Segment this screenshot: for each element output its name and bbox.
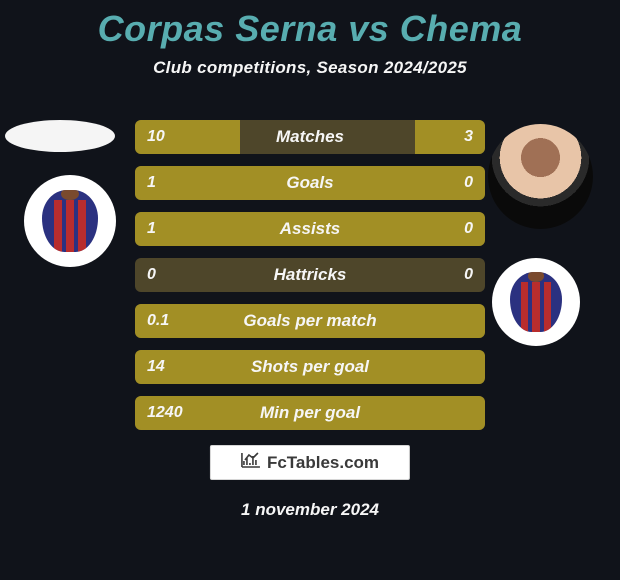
stat-row: 0.1 Goals per match xyxy=(135,304,485,338)
date: 1 november 2024 xyxy=(241,500,379,520)
stat-label: Assists xyxy=(280,219,340,239)
stat-label: Hattricks xyxy=(274,265,347,285)
stat-row: 1 Goals 0 xyxy=(135,166,485,200)
chart-icon xyxy=(241,452,261,473)
stat-left-value: 14 xyxy=(147,358,165,376)
stat-right-value: 0 xyxy=(464,266,473,284)
stat-row: 1 Assists 0 xyxy=(135,212,485,246)
stat-label: Min per goal xyxy=(260,403,360,423)
stat-row: 14 Shots per goal xyxy=(135,350,485,384)
stat-label: Goals per match xyxy=(243,311,376,331)
stat-label: Shots per goal xyxy=(251,357,369,377)
stat-left-value: 1 xyxy=(147,220,156,238)
club-left-badge xyxy=(24,175,116,267)
stat-row: 10 Matches 3 xyxy=(135,120,485,154)
stat-row: 0 Hattricks 0 xyxy=(135,258,485,292)
subtitle: Club competitions, Season 2024/2025 xyxy=(0,58,620,78)
stat-label: Goals xyxy=(286,173,333,193)
stat-left-value: 1240 xyxy=(147,404,183,422)
watermark: FcTables.com xyxy=(210,445,410,480)
page-title: Corpas Serna vs Chema xyxy=(0,0,620,50)
stat-row: 1240 Min per goal xyxy=(135,396,485,430)
comparison-infographic: Corpas Serna vs Chema Club competitions,… xyxy=(0,0,620,580)
stat-right-value: 0 xyxy=(464,174,473,192)
stat-right-value: 0 xyxy=(464,220,473,238)
stat-left-value: 1 xyxy=(147,174,156,192)
player-left-avatar xyxy=(5,120,115,152)
stat-left-value: 0 xyxy=(147,266,156,284)
stat-left-value: 10 xyxy=(147,128,165,146)
stat-left-value: 0.1 xyxy=(147,312,169,330)
watermark-text: FcTables.com xyxy=(267,453,379,473)
stat-right-value: 3 xyxy=(464,128,473,146)
stats-table: 10 Matches 3 1 Goals 0 1 Assists 0 0 Hattricks 0 0.1… xyxy=(135,120,485,442)
club-right-badge xyxy=(492,258,580,346)
stat-label: Matches xyxy=(276,127,344,147)
player-right-avatar xyxy=(488,124,593,229)
